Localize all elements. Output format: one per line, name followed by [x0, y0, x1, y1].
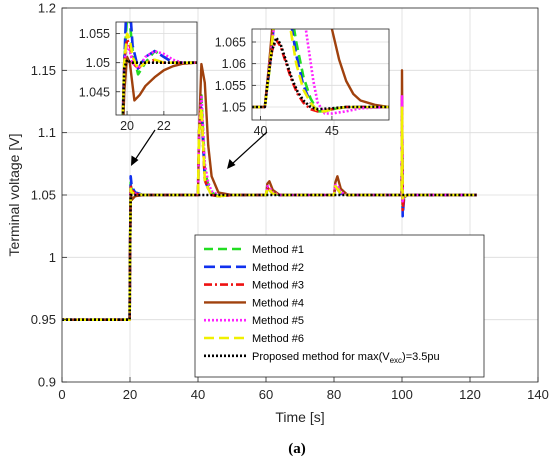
figure-caption: (a)	[288, 441, 306, 457]
y-tick-label: 1.15	[31, 63, 56, 78]
inset-y-tick-label: 1.055	[215, 79, 246, 93]
inset-x-tick-label: 22	[157, 119, 171, 133]
legend: Method #1 Method #2 Method #3 Method #4 Meth…	[194, 234, 485, 378]
inset-zoom-20s: 20 22 1.045 1.05 1.055	[79, 21, 198, 133]
x-tick-label: 60	[259, 387, 273, 402]
x-tick-label: 100	[391, 387, 413, 402]
inset-series-line-method-4	[122, 55, 197, 115]
legend-box	[194, 234, 485, 378]
x-tick-label: 20	[123, 387, 137, 402]
legend-label-method-6: Method #6	[252, 333, 304, 345]
inset-y-tick-label: 1.055	[79, 27, 110, 41]
x-tick-label: 80	[327, 387, 341, 402]
legend-label-method-4: Method #4	[252, 297, 304, 309]
inset-series-line-method-4	[252, 29, 389, 109]
axis-ticks: 0 20 40 60 80 100 120 140 0.9 0.95 1 1.05 1.1 1.15 1.2	[31, 1, 549, 403]
inset-frame	[251, 28, 390, 121]
y-tick-label: 0.9	[38, 375, 56, 390]
x-tick-label: 0	[58, 387, 65, 402]
x-axis-label: Time [s]	[275, 409, 324, 425]
series-layer	[62, 62, 477, 321]
inset-zoom-40s: 40 45 1.05 1.055 1.06 1.065	[215, 28, 390, 138]
series-line-method-6	[62, 106, 477, 321]
inset-y-tick-label: 1.065	[215, 36, 246, 50]
arrow-to-inset-2	[231, 131, 268, 165]
callout-arrows	[131, 129, 268, 169]
arrow-to-inset-1	[134, 129, 156, 161]
legend-label-method-5: Method #5	[252, 315, 304, 327]
arrowhead-1	[131, 155, 139, 166]
legend-label-method-1: Method #1	[252, 244, 304, 256]
inset-y-tick-label: 1.045	[79, 85, 110, 99]
legend-label-method-2: Method #2	[252, 262, 304, 274]
legend-label-method-3: Method #3	[252, 280, 304, 292]
y-tick-label: 0.95	[31, 312, 56, 327]
x-tick-label: 140	[527, 387, 549, 402]
inset-y-tick-label: 1.05	[222, 101, 246, 115]
arrowhead-2	[227, 159, 236, 169]
inset-x-tick-label: 45	[325, 124, 339, 138]
inset-x-tick-label: 20	[120, 119, 134, 133]
inset-frame	[115, 21, 198, 116]
inset-series-layer	[121, 22, 197, 115]
legend-label-tail: )=3.5pu	[402, 351, 440, 363]
inset-x-tick-label: 40	[254, 124, 268, 138]
series-line-proposed-method-for-max-v-exc-3-5pu	[62, 193, 477, 321]
y-tick-label: 1.2	[38, 1, 56, 16]
legend-label-proposed-method-for-max-v-exc-3-5pu: Proposed method for max(Vexc)=3.5pu	[252, 351, 440, 365]
y-tick-label: 1.05	[31, 188, 56, 203]
inset-series-line-proposed-method-for-max-v-exc-3-5pu	[121, 58, 197, 115]
legend-label-subscript: exc	[390, 356, 402, 365]
inset-y-tick-label: 1.05	[86, 56, 110, 70]
inset-y-tick-label: 1.06	[222, 57, 246, 71]
inset-series-line-method-1	[252, 29, 389, 113]
y-tick-label: 1	[49, 250, 56, 265]
inset-series-line-method-6	[121, 32, 197, 115]
x-tick-label: 120	[459, 387, 481, 402]
y-axis-label: Terminal voltage [V]	[6, 134, 22, 257]
y-tick-label: 1.1	[38, 125, 56, 140]
inset-series-layer	[252, 29, 389, 115]
x-tick-label: 40	[191, 387, 205, 402]
